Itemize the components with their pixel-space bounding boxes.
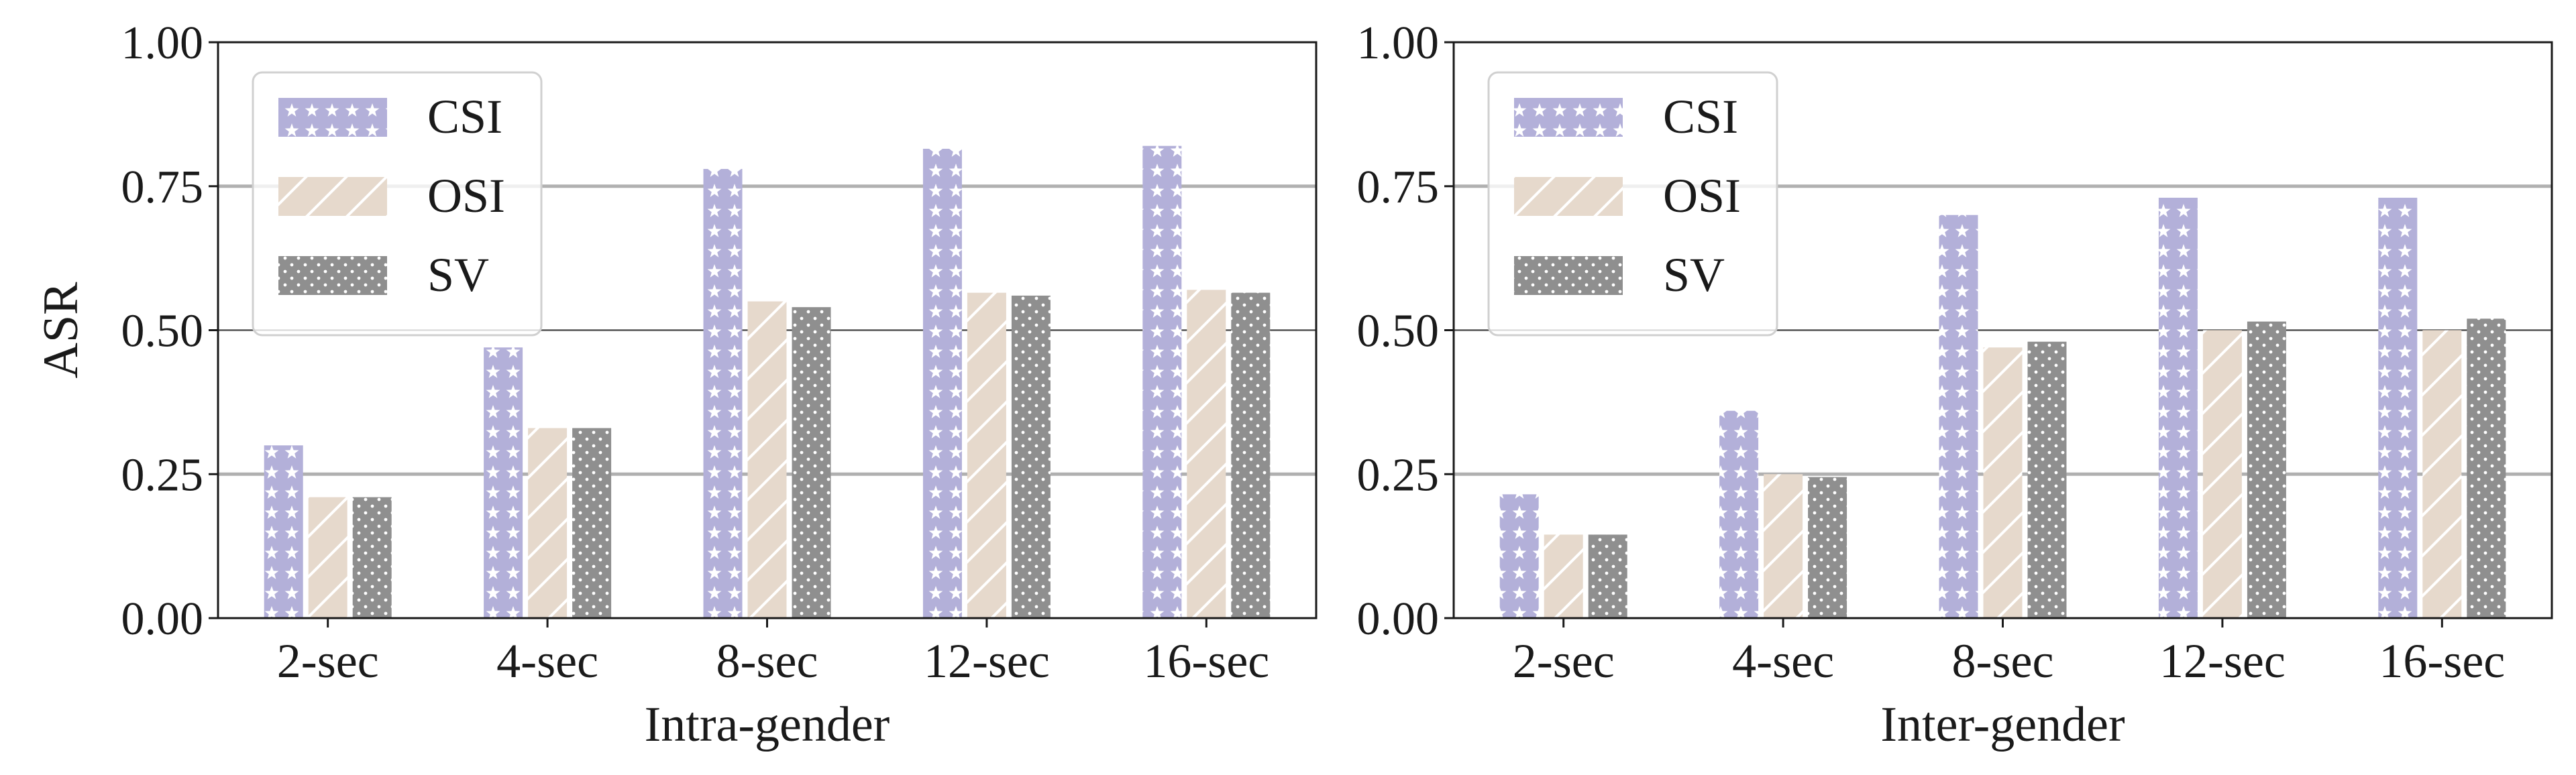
y-tick-label: 0.25 <box>1357 449 1440 501</box>
bar-csi-16-sec <box>2378 197 2418 618</box>
bar-csi-16-sec <box>1142 145 1182 618</box>
bar-osi-8-sec <box>1983 347 2023 618</box>
bars <box>1499 197 2506 618</box>
y-tick-label: 0.25 <box>121 449 204 501</box>
bars <box>264 145 1271 619</box>
x-tick-label: 2-sec <box>1513 634 1615 688</box>
bar-csi-4-sec <box>1719 410 1759 618</box>
bar-sv-16-sec <box>2467 318 2506 618</box>
bar-csi-4-sec <box>484 347 523 618</box>
bar-csi-8-sec <box>703 168 743 619</box>
legend-label-osi: OSI <box>1663 169 1741 223</box>
bar-sv-12-sec <box>2247 321 2286 618</box>
legend-label-sv: SV <box>427 248 489 302</box>
legend-swatch-sv <box>278 256 387 295</box>
y-tick-label: 1.00 <box>1357 17 1440 69</box>
bar-sv-16-sec <box>1231 292 1271 618</box>
x-tick-label: 12-sec <box>2159 634 2286 688</box>
y-tick-label: 0.50 <box>121 306 204 357</box>
x-axis-label: Inter-gender <box>1880 697 2125 752</box>
bar-osi-12-sec <box>2202 330 2242 618</box>
panel-inter-gender: 0.00 0.25 0.50 0.75 1.00 2-sec 4-sec 8-sec 12-s… <box>1357 17 2553 752</box>
y-axis-label: ASR <box>34 282 89 379</box>
legend-swatch-csi <box>1514 98 1623 137</box>
bar-csi-8-sec <box>1939 215 1978 618</box>
bar-sv-4-sec <box>1808 477 1847 618</box>
legend: CSI OSI SV <box>1487 71 1778 337</box>
x-tick-labels: 2-sec 4-sec 8-sec 12-sec 16-sec <box>1513 618 2505 688</box>
x-tick-label: 4-sec <box>1732 634 1834 688</box>
legend-label-sv: SV <box>1663 248 1725 302</box>
bar-csi-2-sec <box>264 445 303 618</box>
bar-csi-12-sec <box>922 148 962 619</box>
y-tick-label: 0.50 <box>1357 306 1440 357</box>
legend-swatch-osi <box>278 177 387 216</box>
bar-csi-12-sec <box>2158 197 2198 618</box>
legend-swatch-csi <box>278 98 387 137</box>
legend-swatch-osi <box>1514 177 1623 216</box>
x-tick-label: 8-sec <box>716 634 818 688</box>
bar-sv-8-sec <box>2027 341 2067 618</box>
bar-osi-4-sec <box>1764 474 1803 618</box>
y-tick-label: 1.00 <box>121 17 204 69</box>
legend-label-osi: OSI <box>427 169 505 223</box>
bar-osi-12-sec <box>967 292 1006 618</box>
legend: CSI OSI SV <box>252 71 543 337</box>
legend-swatch-sv <box>1514 256 1623 295</box>
x-tick-label: 12-sec <box>924 634 1050 688</box>
x-tick-label: 8-sec <box>1952 634 2054 688</box>
bar-osi-2-sec <box>308 497 347 618</box>
bar-osi-16-sec <box>1187 290 1226 618</box>
bar-osi-2-sec <box>1544 534 1583 618</box>
x-tick-label: 16-sec <box>2379 634 2505 688</box>
bar-osi-8-sec <box>747 301 787 618</box>
bar-csi-2-sec <box>1499 494 1539 618</box>
bar-sv-8-sec <box>792 307 831 618</box>
x-axis-label: Intra-gender <box>645 697 890 752</box>
legend-label-csi: CSI <box>427 90 502 143</box>
x-tick-label: 16-sec <box>1143 634 1269 688</box>
bar-sv-4-sec <box>572 428 612 618</box>
bar-osi-16-sec <box>2422 330 2462 618</box>
y-tick-label: 0.75 <box>121 162 204 213</box>
x-tick-label: 2-sec <box>277 634 379 688</box>
y-tick-labels: 0.00 0.25 0.50 0.75 1.00 <box>1357 17 1454 645</box>
legend-label-csi: CSI <box>1663 90 1738 143</box>
y-tick-label: 0.00 <box>121 593 204 645</box>
bar-sv-12-sec <box>1011 295 1051 618</box>
x-tick-labels: 2-sec 4-sec 8-sec 12-sec 16-sec <box>277 618 1269 688</box>
panel-intra-gender: 0.00 0.25 0.50 0.75 1.00 2-sec 4-sec 8-sec 12-s… <box>34 17 1318 752</box>
x-tick-label: 4-sec <box>496 634 598 688</box>
bar-sv-2-sec <box>352 497 392 618</box>
bar-osi-4-sec <box>528 428 568 618</box>
y-tick-label: 0.00 <box>1357 593 1440 645</box>
bar-sv-2-sec <box>1588 534 1627 618</box>
y-tick-labels: 0.00 0.25 0.50 0.75 1.00 <box>121 17 218 645</box>
y-tick-label: 0.75 <box>1357 162 1440 213</box>
